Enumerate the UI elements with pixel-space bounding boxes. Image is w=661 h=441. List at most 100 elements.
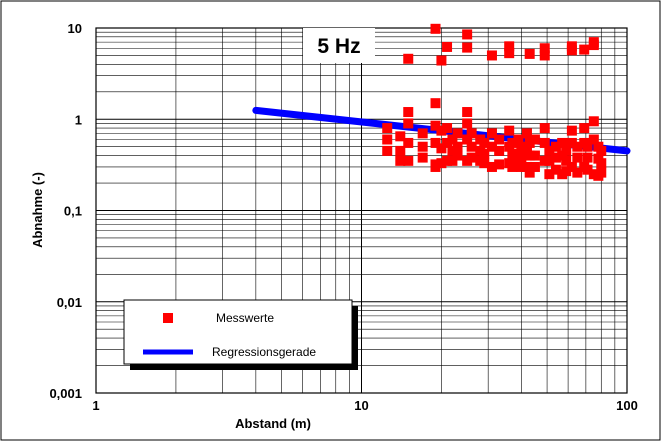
data-point: [524, 137, 535, 148]
data-point: [566, 161, 577, 172]
data-point: [507, 161, 518, 172]
data-point: [524, 48, 535, 59]
data-point: [403, 107, 414, 118]
data-point: [521, 128, 532, 139]
data-point: [588, 40, 599, 51]
data-point: [466, 152, 477, 163]
legend-label-regression: Regressionsgerade: [212, 345, 316, 359]
data-point: [596, 145, 607, 156]
data-point: [566, 125, 577, 136]
data-point: [403, 155, 414, 166]
data-point: [430, 120, 441, 131]
data-point: [544, 155, 555, 166]
data-point: [579, 44, 590, 55]
y-tick-label: 1: [75, 112, 82, 127]
y-tick-label: 0,1: [64, 204, 82, 219]
data-point: [582, 164, 593, 175]
data-point: [436, 55, 447, 66]
data-point: [486, 141, 497, 152]
data-point: [524, 150, 535, 161]
data-point: [579, 123, 590, 134]
data-point: [507, 137, 518, 148]
data-point: [524, 167, 535, 178]
data-point: [417, 128, 428, 139]
data-point: [504, 125, 515, 136]
data-point: [462, 134, 473, 145]
data-point: [544, 145, 555, 156]
data-point: [430, 23, 441, 34]
data-point: [539, 123, 550, 134]
data-point: [479, 158, 490, 169]
data-point: [539, 137, 550, 148]
data-point: [395, 155, 406, 166]
data-point: [539, 43, 550, 54]
data-point: [430, 98, 441, 109]
data-point: [561, 166, 572, 177]
data-point: [566, 45, 577, 56]
data-point: [403, 137, 414, 148]
data-point: [513, 134, 524, 145]
data-point: [504, 41, 515, 52]
data-point: [588, 134, 599, 145]
data-point: [395, 145, 406, 156]
x-tick-label: 1: [92, 398, 99, 413]
data-point: [447, 155, 458, 166]
data-point: [452, 128, 463, 139]
data-point: [486, 128, 497, 139]
data-point: [466, 128, 477, 139]
data-point: [521, 161, 532, 172]
data-point: [544, 169, 555, 180]
data-point: [436, 125, 447, 136]
data-point: [572, 152, 583, 163]
data-point: [442, 41, 453, 52]
data-point: [572, 141, 583, 152]
data-point: [442, 137, 453, 148]
data-point: [382, 145, 393, 156]
title-background: [303, 28, 375, 63]
y-tick-label: 0,01: [57, 295, 82, 310]
data-point: [452, 141, 463, 152]
y-tick-label: 0,001: [49, 386, 82, 401]
data-point: [588, 116, 599, 127]
data-point: [462, 107, 473, 118]
data-point: [529, 150, 540, 161]
y-axis-label: Abnahme (-): [30, 172, 45, 248]
data-point: [486, 50, 497, 61]
data-point: [462, 42, 473, 53]
y-ticks: 10 1 0,1 0,01 0,001: [49, 21, 82, 401]
data-point: [479, 137, 490, 148]
data-point: [479, 148, 490, 159]
data-point: [561, 145, 572, 156]
data-point: [494, 145, 505, 156]
data-point: [582, 152, 593, 163]
x-tick-label: 100: [616, 398, 638, 413]
data-point: [516, 161, 527, 172]
data-point: [550, 141, 561, 152]
legend-marker-messwerte: [163, 313, 173, 323]
data-point: [447, 145, 458, 156]
data-point: [417, 141, 428, 152]
data-point: [561, 155, 572, 166]
data-point: [516, 141, 527, 152]
data-point: [529, 161, 540, 172]
data-point: [550, 152, 561, 163]
data-point: [436, 143, 447, 154]
points-layer: [382, 23, 607, 181]
data-point: [447, 134, 458, 145]
data-point: [403, 118, 414, 129]
data-point: [403, 53, 414, 64]
legend-label-messwerte: Messwerte: [216, 311, 274, 325]
data-point: [596, 158, 607, 169]
data-point: [395, 131, 406, 142]
x-tick-label: 10: [354, 398, 368, 413]
data-point: [557, 137, 568, 148]
data-point: [486, 161, 497, 172]
data-point: [436, 158, 447, 169]
x-axis-label: Abstand (m): [235, 416, 311, 431]
data-point: [516, 152, 527, 163]
data-point: [539, 50, 550, 61]
data-point: [494, 159, 505, 170]
